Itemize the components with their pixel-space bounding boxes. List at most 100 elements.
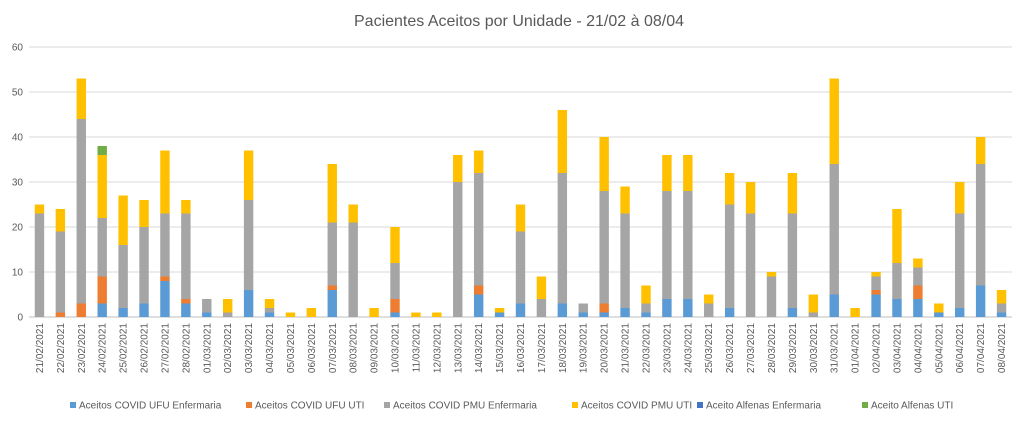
- bar-segment: [222, 312, 233, 317]
- x-tick-label: 22/03/2021: [641, 323, 652, 373]
- bar-segment: [578, 303, 588, 313]
- legend-label: Aceito Alfenas Enfermaria: [706, 401, 821, 412]
- bar-segment: [641, 285, 651, 304]
- bar-segment: [160, 213, 170, 277]
- bar-segment: [620, 186, 630, 214]
- bar-segment: [620, 213, 630, 308]
- bar-segment: [934, 303, 944, 313]
- bar-segment: [494, 312, 505, 317]
- bar-segment: [118, 308, 128, 317]
- x-tick-label: 02/04/2021: [872, 323, 883, 373]
- x-tick-label: 16/03/2021: [516, 323, 527, 373]
- bar-segment: [55, 209, 66, 232]
- bar-segment: [76, 303, 86, 317]
- bar-segment: [975, 137, 986, 164]
- bar-segment: [724, 204, 735, 308]
- bar-segment: [118, 195, 128, 245]
- bar-segment: [97, 155, 107, 218]
- bar-segment: [766, 272, 777, 277]
- x-tick-label: 05/04/2021: [934, 323, 945, 373]
- bar-segment: [453, 155, 463, 182]
- bar-segment: [787, 213, 798, 308]
- bar-segment: [160, 276, 170, 281]
- x-tick-label: 29/03/2021: [788, 323, 799, 373]
- bar-segment: [76, 119, 86, 304]
- bar-segment: [76, 78, 86, 119]
- bar-segment: [473, 285, 484, 295]
- bar-segment: [264, 299, 275, 308]
- bar-segment: [578, 312, 588, 317]
- bar-segment: [390, 299, 400, 313]
- x-tick-label: 28/03/2021: [767, 323, 778, 373]
- x-tick-label: 12/03/2021: [432, 323, 443, 373]
- bar-segment: [390, 227, 400, 263]
- bar-segment: [683, 191, 693, 299]
- bar-segment: [996, 303, 1007, 313]
- y-tick-label: 0: [17, 313, 23, 324]
- x-tick-label: 20/03/2021: [600, 323, 611, 373]
- legend-label: Aceitos COVID UFU Enfermaria: [79, 401, 222, 412]
- x-tick-label: 14/03/2021: [474, 323, 485, 373]
- bar-segment: [829, 164, 839, 295]
- bar-segment: [181, 299, 191, 304]
- bar-segment: [515, 231, 526, 304]
- bar-segment: [243, 200, 254, 290]
- bar-segment: [97, 276, 107, 304]
- bar-segment: [55, 312, 66, 317]
- bar-segment: [766, 276, 777, 317]
- bar-segment: [264, 308, 275, 313]
- bar-segment: [955, 213, 965, 308]
- bar-segment: [139, 200, 149, 227]
- x-tick-label: 01/04/2021: [851, 323, 862, 373]
- legend-item: Aceito Alfenas Enfermaria: [697, 401, 821, 412]
- x-tick-label: 21/02/2021: [35, 323, 46, 373]
- bar-segment: [683, 299, 693, 317]
- bar-segment: [704, 303, 714, 317]
- x-tick-label: 26/02/2021: [140, 323, 151, 373]
- x-tick-label: 25/02/2021: [119, 323, 130, 373]
- bar-segment: [411, 312, 421, 317]
- bar-segment: [913, 299, 923, 317]
- bar-segment: [97, 303, 107, 317]
- bar-segment: [306, 308, 317, 317]
- bar-segment: [327, 222, 337, 286]
- x-tick-label: 09/03/2021: [370, 323, 381, 373]
- bar-segment: [181, 213, 191, 299]
- bar-segment: [724, 173, 735, 205]
- bar-segment: [620, 308, 630, 317]
- bar-segment: [222, 299, 233, 313]
- bar-segment: [55, 231, 66, 313]
- y-tick-label: 60: [12, 43, 24, 54]
- x-tick-label: 27/02/2021: [160, 323, 171, 373]
- bar-segment: [641, 303, 651, 313]
- bar-segment: [515, 303, 526, 317]
- legend: Aceitos COVID UFU Enfermaria Aceitos COVI…: [70, 401, 953, 412]
- x-tick-label: 21/03/2021: [621, 323, 632, 373]
- bar-segment: [829, 78, 839, 164]
- bar-segment: [599, 191, 609, 304]
- chart-title: Pacientes Aceitos por Unidade - 21/02 à …: [354, 13, 684, 30]
- bar-segment: [892, 209, 902, 263]
- bar-segment: [97, 218, 107, 277]
- bar-segment: [369, 308, 379, 317]
- bar-segment: [829, 294, 839, 317]
- bar-segment: [724, 308, 735, 317]
- bar-segment: [97, 146, 107, 155]
- bar-segment: [557, 173, 568, 304]
- x-tick-label: 03/04/2021: [892, 323, 903, 373]
- bar-segment: [683, 155, 693, 191]
- bar-segment: [787, 308, 798, 317]
- x-tick-label: 15/03/2021: [495, 323, 506, 373]
- x-tick-label: 02/03/2021: [223, 323, 234, 373]
- bar-segment: [390, 263, 400, 299]
- legend-item: Aceitos COVID UFU Enfermaria: [70, 401, 222, 412]
- x-tick-label: 19/03/2021: [579, 323, 590, 373]
- x-tick-label: 01/03/2021: [202, 323, 213, 373]
- bar-segment: [599, 303, 609, 313]
- bar-segment: [181, 303, 191, 317]
- bar-segment: [473, 173, 484, 286]
- bar-segment: [202, 299, 212, 313]
- legend-label: Aceitos COVID PMU Enfermaria: [393, 401, 537, 412]
- bar-segment: [34, 213, 45, 317]
- bar-segment: [745, 182, 756, 214]
